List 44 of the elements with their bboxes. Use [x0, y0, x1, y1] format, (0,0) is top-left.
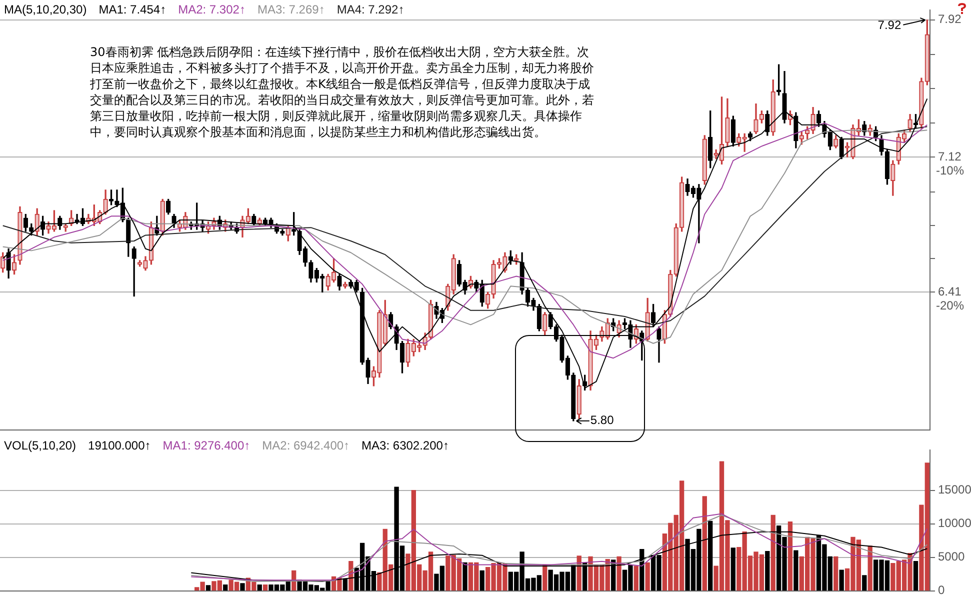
y-tick-label: 10000: [938, 516, 971, 530]
bar: [794, 550, 798, 591]
text: MA1: 7.454↑: [98, 2, 166, 16]
text: MA1: 9276.400↑: [162, 438, 250, 452]
annotation: 19100.000↑: [88, 438, 151, 452]
bar: [862, 575, 867, 591]
y2-tick-label: -20%: [936, 298, 964, 312]
bar: [634, 566, 638, 591]
y2-tick-label: -10%: [936, 164, 964, 178]
y-tick-label: 6.41: [938, 284, 962, 298]
bar: [240, 583, 245, 591]
bar: [834, 556, 838, 591]
annotation: 30春雨初霁 低档急跌后阴孕阳：在连续下挫行情中，股价在低档收出大阴，空方大获全胜。次日本应乘胜追击，不料被多头打了个措手不及，以高开价开盘。卖方虽全力压制，却无力将股价打至前一收盘价之下，最终以红盘报收。本K线组合一般是低档反弹信号，但反弹力度取决于成交量的配合以及第三日的市况。若收阳的当日成交量有效放大，则反弹信号更加可靠。此外，若第三日放量收阳，吃掉前一根大阴，则反弹就此展开，缩量收阴则尚需多观察几天。具体操作中，要同时认真观察个股基本面和消息面，以提防某些主力和机构借此形态骗线出货。: [90, 44, 595, 140]
text: MA2: 7.302↑: [178, 2, 246, 16]
bar: [480, 570, 484, 591]
y-tick-label: 7.92: [938, 12, 962, 26]
text: MA2: 6942.400↑: [262, 438, 350, 452]
bar: [770, 514, 776, 591]
bar: [645, 562, 650, 591]
bar: [542, 565, 548, 591]
bar: [730, 548, 736, 591]
annotation: 7.92: [878, 18, 902, 32]
bar: [462, 562, 468, 591]
y-tick-label: 0: [938, 583, 945, 598]
bar: [616, 556, 622, 591]
bar: [765, 550, 770, 591]
bar: [206, 585, 211, 591]
y-tick-label: 7.12: [938, 149, 962, 164]
y-tick-label: 15000: [938, 482, 971, 497]
bar: [702, 496, 707, 591]
bar: [788, 522, 793, 591]
bar: [257, 584, 262, 591]
bar: [223, 584, 228, 591]
text: MA3: 7.269↑: [257, 2, 325, 16]
chart-title: MA(5,10,20,30): [4, 2, 87, 16]
bar: [868, 546, 872, 591]
bar: [913, 561, 918, 591]
y-tick-label: 5000: [938, 550, 966, 564]
bar: [839, 570, 844, 591]
bar: [262, 584, 268, 591]
annotation: 5.80: [590, 413, 614, 428]
text: MA3: 6302.200↑: [362, 438, 449, 452]
text: MA4: 7.292↑: [336, 2, 404, 16]
chart-title: VOL(5,10,20): [4, 438, 76, 452]
